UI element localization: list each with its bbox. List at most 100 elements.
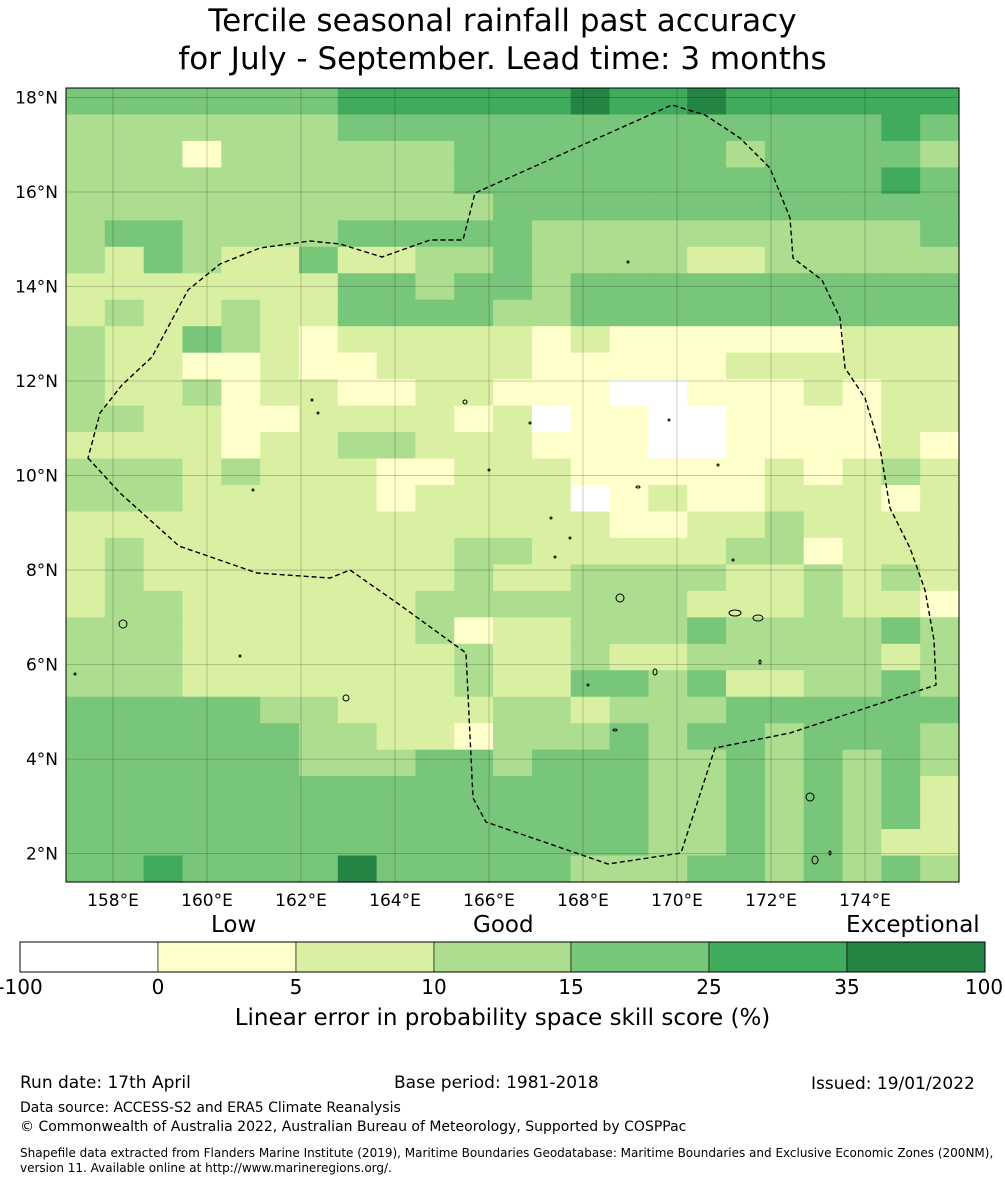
latitude-tick-label: 16°N [15,183,58,203]
grid-cell [415,802,455,830]
grid-cell [454,458,494,486]
grid-cell [260,485,300,513]
island-outline [310,398,314,402]
grid-cell [454,829,494,857]
grid-cell [764,802,805,830]
colorbar-tick: 0 [151,975,165,999]
grid-cell [298,432,339,460]
grid-cell [609,829,649,857]
grid-cell [609,299,649,327]
grid-cell [454,114,494,142]
grid-cell [531,88,572,116]
grid-cell [104,855,145,883]
grid-cell [298,326,339,354]
grid-cell [726,220,766,248]
grid-cell [726,829,766,857]
grid-cell [493,590,533,618]
grid-cell [687,485,727,513]
grid-cell [609,643,649,671]
run-date: Run date: 17th April [20,1073,191,1093]
grid-cell [687,802,727,830]
grid-cell [182,829,222,857]
grid-cell [920,590,960,618]
island-outline [716,463,720,467]
grid-cell [687,617,727,645]
grid-cell [143,485,184,513]
colorbar-tick: 100 [964,975,1004,999]
grid-cell [920,643,960,671]
grid-cell [104,405,145,433]
grid-cell [104,326,145,354]
grid-cell [842,723,882,751]
grid-cell [648,829,688,857]
grid-cell [493,749,533,777]
grid-cell [143,352,184,380]
grid-cell [415,114,455,142]
grid-cell [298,485,339,513]
grid-cell [764,511,805,539]
grid-cell [66,140,106,168]
grid-cell [920,326,960,354]
longitude-tick-label: 166°E [463,891,515,911]
grid-cell [66,299,106,327]
grid-cell [337,193,378,221]
grid-cell [221,696,261,724]
grid-cell [493,432,533,460]
grid-cell [104,273,145,301]
grid-cell [531,696,572,724]
grid-cell [104,564,145,592]
grid-cell [920,855,960,883]
grid-cell [764,352,805,380]
grid-cell [260,458,300,486]
island-outline [635,485,641,489]
grid-cell [221,88,261,116]
grid-cell [609,670,649,698]
grid-cell [298,511,339,539]
grid-cell [803,246,844,274]
grid-cell [298,723,339,751]
grid-cell [260,802,300,830]
grid-cell [531,379,572,407]
grid-cell [415,749,455,777]
grid-cell [182,220,222,248]
grid-cell [337,88,378,116]
grid-cell [182,193,222,221]
grid-cell [531,564,572,592]
grid-cell [337,273,378,301]
grid-cell [803,855,844,883]
grid-cell [726,511,766,539]
grid-cell [570,485,611,513]
grid-cell [764,855,805,883]
grid-cell [454,326,494,354]
grid-cell [881,273,921,301]
grid-cell [803,193,844,221]
grid-cell [531,802,572,830]
grid-cell [337,246,378,274]
grid-cell [803,140,844,168]
colorbar-tick: 15 [558,975,584,999]
grid-cell [66,617,106,645]
grid-cell [764,590,805,618]
grid-cell [493,405,533,433]
grid-cell [298,140,339,168]
grid-cell [920,749,960,777]
grid-cell [260,696,300,724]
grid-cell [920,829,960,857]
grid-cell [687,273,727,301]
grid-cell [143,617,184,645]
grid-cell [881,88,921,116]
grid-cell [920,485,960,513]
grid-cell [454,220,494,248]
grid-cell [337,696,378,724]
grid-cell [609,485,649,513]
grid-cell [298,696,339,724]
grid-cell [648,246,688,274]
grid-cell [493,485,533,513]
grid-cell [454,564,494,592]
grid-cell [337,432,378,460]
colorbar-segment [570,941,710,973]
grid-cell [143,299,184,327]
grid-cell [570,723,611,751]
grid-cell [66,749,106,777]
grid-cell [376,776,417,804]
